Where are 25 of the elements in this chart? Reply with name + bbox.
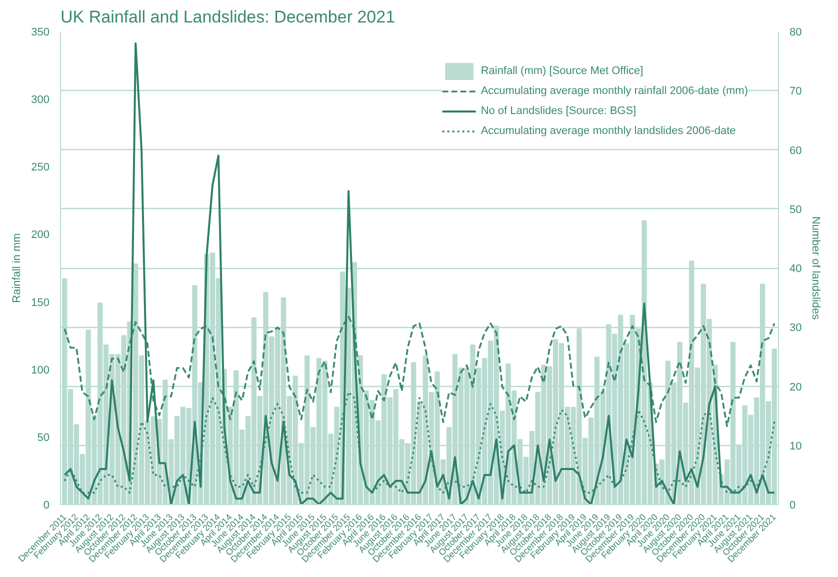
chart-title: UK Rainfall and Landslides: December 2021 [60,8,396,26]
y2-tick-label: 70 [790,86,802,98]
y2-tick-label: 60 [790,144,802,157]
y2-axis-title: Number of landslides [810,216,822,320]
y-tick-label: 0 [43,500,50,512]
legend-label: No of Landslides [Source: BGS] [480,105,636,117]
y2-tick-label: 20 [790,381,802,394]
line-series [64,42,776,504]
legend-label: Accumulating average monthly landslides 2006-date [480,125,736,137]
legend-label: Accumulating average monthly rainfall 2006-date (mm) [480,85,748,97]
y2-tick-label: 40 [790,263,802,275]
y2-tick-label: 10 [790,440,802,452]
y-tick-label: 250 [31,162,50,174]
y2-tick-label: 80 [790,26,802,38]
y-axis-title: Rainfall in mm [11,233,24,303]
y-tick-label: 150 [31,296,50,309]
y2-tick-label: 30 [790,322,802,334]
y-tick-label: 100 [31,364,50,376]
y-tick-label: 200 [31,229,50,242]
y2-tick-label: 0 [790,500,796,512]
y2-tick-label: 50 [790,204,802,216]
legend-label: Rainfall (mm) [Source Met Office] [480,65,644,77]
y-tick-label: 300 [31,94,50,106]
y-tick-label: 50 [37,432,50,444]
y-tick-label: 350 [31,26,50,38]
